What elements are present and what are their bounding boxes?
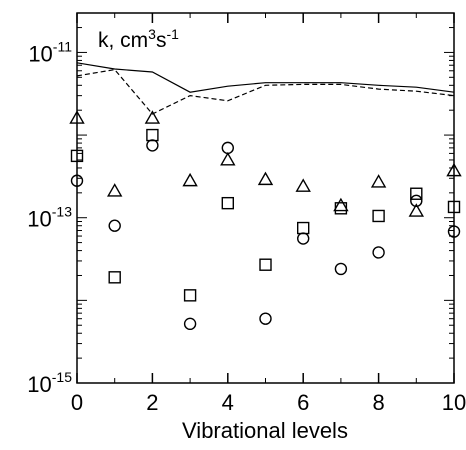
y-tick-label: 10-13 (27, 204, 72, 232)
circle-marker (372, 246, 385, 259)
series-solid-line (76, 62, 455, 93)
circle-marker (108, 219, 121, 232)
chart-annotation: k, cm3s-1 (98, 26, 179, 52)
x-axis-label: Vibrational levels (182, 418, 348, 443)
triangle-marker (144, 110, 161, 124)
y-tick-label: 10-15 (27, 369, 72, 397)
major-ticks (76, 13, 455, 383)
annotation-mid: s (156, 29, 167, 52)
x-tick-label: 6 (297, 390, 309, 415)
triangle-marker (295, 178, 311, 192)
circle-marker (334, 262, 348, 276)
triangle-marker (106, 183, 123, 197)
circle-marker (410, 194, 423, 208)
triangle-marker (257, 171, 274, 186)
x-tick-labels: 0 2 4 6 8 10 (71, 390, 466, 415)
triangle-marker (220, 152, 236, 166)
y-tick-base: 10 (28, 41, 52, 66)
x-tick-label: 8 (372, 390, 384, 415)
y-tick-base: 10 (27, 207, 51, 232)
triangle-marker (182, 172, 198, 187)
square-marker (221, 196, 235, 210)
y-tick-label: 10-11 (28, 38, 72, 66)
y-tick-base: 10 (27, 372, 51, 397)
square-marker (183, 289, 197, 302)
x-tick-label: 10 (442, 390, 466, 415)
y-tick-exponent: -11 (53, 38, 72, 54)
x-tick-label: 4 (222, 390, 234, 415)
square-marker (108, 271, 121, 284)
circle-marker (183, 317, 197, 331)
triangle-marker (333, 197, 349, 212)
circle-marker (221, 141, 235, 155)
series-layer (69, 62, 462, 331)
triangle-marker (408, 203, 425, 217)
x-tick-label: 2 (146, 390, 158, 415)
y-tick-exponent: -13 (52, 204, 72, 220)
square-marker (297, 221, 310, 235)
circle-marker (297, 232, 310, 245)
series-dashed-line (76, 68, 455, 115)
square-marker (334, 202, 348, 215)
annotation-sup-minus1: -1 (166, 26, 179, 42)
circle-marker (259, 312, 272, 325)
triangle-marker (370, 174, 387, 188)
square-marker (146, 128, 159, 142)
y-tick-exponent: -15 (52, 369, 72, 385)
circle-marker (146, 139, 159, 152)
square-marker (259, 258, 272, 271)
square-marker (410, 187, 423, 200)
square-marker (372, 209, 385, 223)
annotation-sup-3: 3 (148, 26, 156, 42)
x-tick-label: 0 (71, 390, 83, 415)
minor-ticks (77, 12, 454, 384)
plot-frame (76, 12, 455, 384)
annotation-base: k, cm (98, 29, 148, 52)
